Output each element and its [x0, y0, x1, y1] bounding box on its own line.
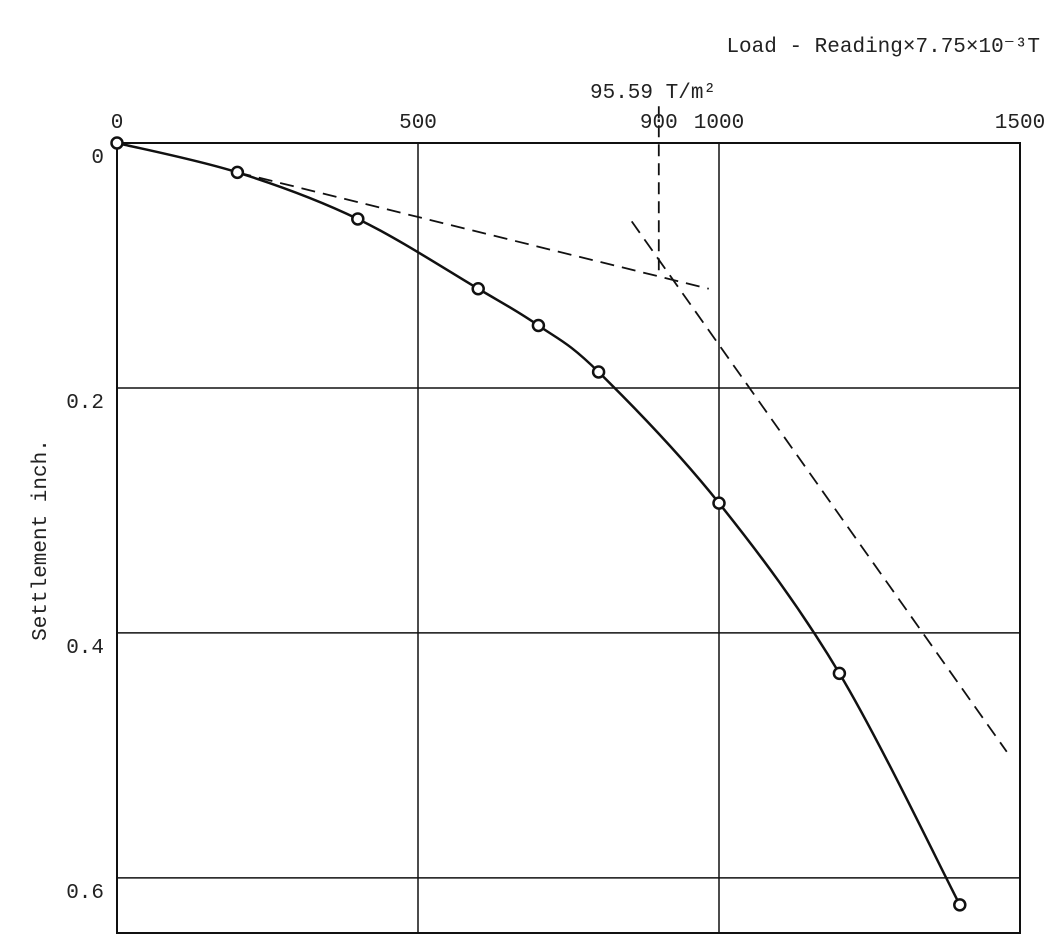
data-point	[473, 283, 484, 294]
x-tick-label: 0	[111, 112, 124, 135]
chart: Load - Reading×7.75×10⁻³T 95.59 T/m² Set…	[0, 0, 1046, 938]
data-point	[232, 167, 243, 178]
x-tick-label: 1500	[995, 112, 1045, 135]
data-point	[533, 320, 544, 331]
annotation: 95.59 T/m²	[590, 82, 716, 105]
plot-frame	[117, 143, 1020, 933]
tangent-line	[632, 221, 1007, 751]
data-point	[352, 213, 363, 224]
data-point	[834, 668, 845, 679]
data-point	[714, 498, 725, 509]
page: Load - Reading×7.75×10⁻³T 95.59 T/m² Set…	[0, 0, 1046, 943]
curve	[117, 143, 960, 905]
y-tick-label: 0.4	[66, 637, 104, 660]
x-tick-label: 1000	[694, 112, 744, 135]
marker-label: 900	[640, 112, 678, 135]
y-tick-label: 0.6	[66, 882, 104, 905]
data-point	[954, 899, 965, 910]
y-tick-label: 0	[91, 147, 104, 170]
data-point	[112, 138, 123, 149]
data-point	[593, 367, 604, 378]
y-axis-label: Settlement inch.	[30, 439, 53, 641]
x-tick-label: 500	[399, 112, 437, 135]
y-tick-label: 0.2	[66, 392, 104, 415]
chart-title: Load - Reading×7.75×10⁻³T	[726, 36, 1040, 59]
